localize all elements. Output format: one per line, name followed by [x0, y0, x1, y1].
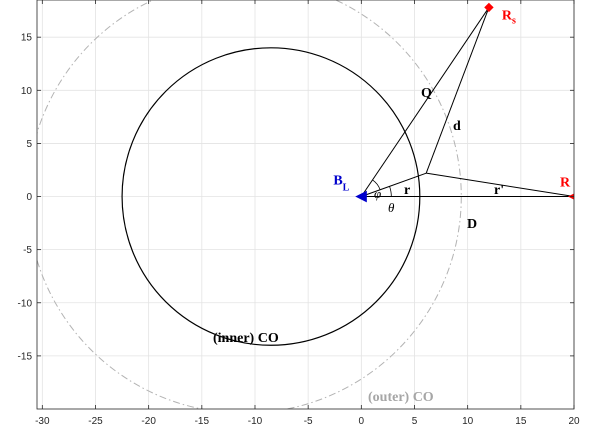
axis-tick-labels: -30 -25 -20 -15 -10 -5 0 5 10 15 20 -15 -10 -5 0 5 10 15	[18, 33, 580, 427]
x-tick-label: -15	[195, 416, 210, 427]
y-tick-label: 0	[26, 192, 32, 203]
x-tick-label: -20	[141, 416, 156, 427]
x-tick-label: 0	[359, 416, 365, 427]
label-q: Q	[421, 86, 432, 101]
label-d: d	[453, 119, 461, 134]
label-r-distance: r	[404, 183, 410, 198]
label-inner-co: (inner) CO	[213, 331, 279, 346]
annotations: Rs R BL Q d r r' D φ θ (inner) CO (outer…	[213, 8, 571, 405]
y-tick-label: -15	[18, 351, 33, 362]
y-tick-label: 5	[26, 139, 32, 150]
x-tick-label: 15	[515, 416, 527, 427]
plot-frame	[36, 0, 575, 410]
label-rs: Rs	[502, 8, 516, 26]
label-r-point: R	[560, 176, 571, 191]
label-bl: BL	[333, 174, 349, 194]
label-phi: φ	[374, 186, 381, 201]
theta-arc	[389, 186, 392, 197]
phi-arc	[372, 179, 381, 190]
label-outer-co: (outer) CO	[368, 390, 434, 405]
marker-rs	[484, 2, 494, 13]
y-tick-label: -5	[23, 245, 32, 256]
label-theta: θ	[388, 200, 395, 215]
x-tick-label: -5	[304, 416, 313, 427]
x-tick-label: 10	[462, 416, 474, 427]
y-tick-label: -10	[18, 298, 33, 309]
line-q	[360, 7, 490, 197]
label-r-prime: r'	[494, 183, 504, 198]
x-tick-label: 5	[412, 416, 418, 427]
y-tick-label: 10	[21, 86, 33, 97]
label-d-distance: D	[467, 217, 477, 232]
x-tick-label: -25	[88, 416, 103, 427]
x-tick-label: 20	[568, 416, 580, 427]
x-tick-label: -30	[35, 416, 50, 427]
plot-background	[37, 0, 574, 409]
y-tick-label: 15	[21, 33, 33, 44]
line-r-prime	[426, 172, 574, 198]
x-tick-label: -10	[248, 416, 263, 427]
line-r	[361, 172, 427, 198]
axis-ticks	[37, 0, 575, 409]
marker-bl	[355, 190, 367, 203]
diagram-shapes	[37, 0, 574, 409]
line-d	[425, 7, 490, 174]
